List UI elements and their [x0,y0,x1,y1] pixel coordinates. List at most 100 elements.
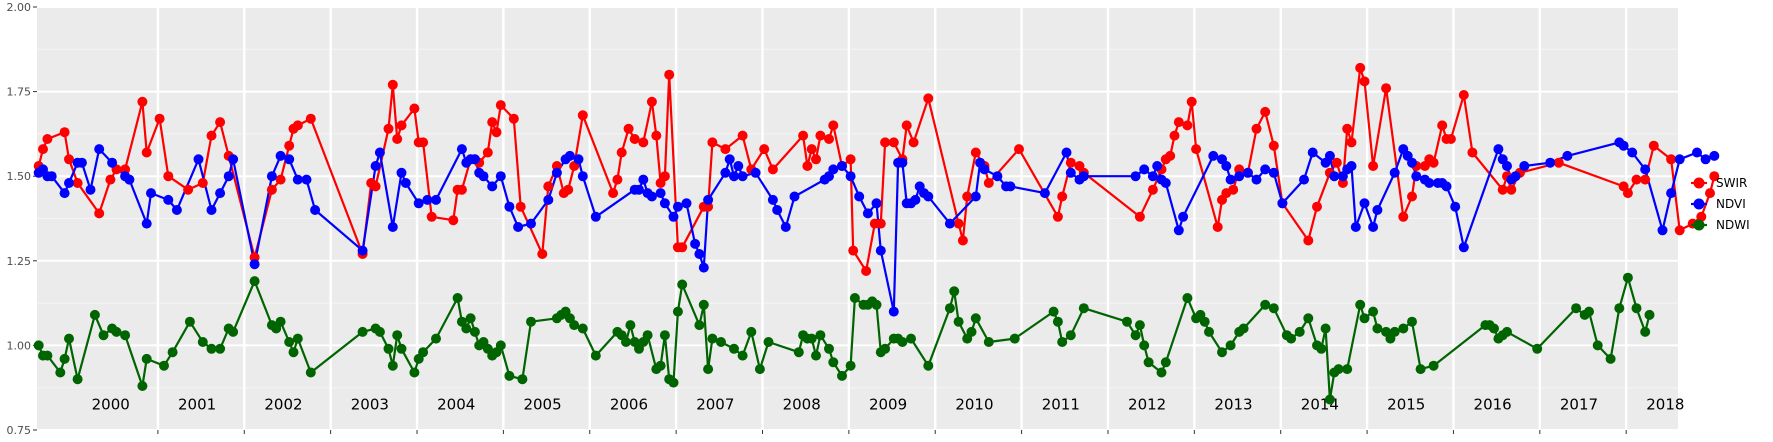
data-point-swir [105,174,116,185]
data-point-ndwi [1389,326,1400,337]
data-point-swir [543,181,554,192]
data-point-swir [651,130,662,141]
data-point-swir [197,178,208,188]
data-point-ndwi [729,343,739,354]
data-point-ndvi [1519,161,1530,171]
data-point-ndvi [301,174,312,185]
major-gridlines [37,6,1678,431]
data-point-swir [537,249,548,259]
data-point-ndwi [1065,330,1076,341]
data-point-ndvi [124,174,135,185]
data-point-swir [1052,211,1063,222]
data-point-ndwi [275,316,286,327]
data-point-ndvi [1268,167,1279,178]
data-point-ndvi [1324,150,1335,161]
data-point-ndwi [1631,303,1642,314]
data-point-ndwi [215,343,226,354]
data-point-ndwi [746,326,757,337]
year-label: 2004 [437,396,475,414]
data-point-swir [495,100,506,111]
data-point-ndwi [703,364,714,375]
data-point-swir [206,130,217,141]
data-point-ndwi [716,337,726,347]
data-point-ndwi [793,347,804,358]
data-point-ndwi [59,353,70,364]
year-label: 2012 [1128,396,1166,414]
data-point-ndvi [1152,161,1163,171]
data-point-ndwi [72,374,83,385]
data-point-ndwi [1592,340,1603,351]
data-point-ndwi [1342,364,1353,375]
data-point-ndvi [1260,164,1271,175]
data-point-ndwi [42,350,53,361]
data-point-swir [901,120,912,131]
data-point-swir [396,120,407,131]
data-point-ndwi [1286,333,1297,344]
data-point-swir [1182,120,1193,131]
data-point-swir [806,144,817,155]
data-point-swir [1057,191,1068,202]
data-point-swir [183,184,194,195]
data-point-ndwi [1614,303,1625,314]
data-point-ndwi [1182,293,1193,303]
data-point-ndvi [1424,178,1435,188]
data-point-ndvi [206,205,217,215]
data-point-ndvi [1039,188,1050,199]
data-point-swir [616,147,627,158]
year-label: 2006 [610,396,648,414]
data-point-swir [392,134,403,144]
data-point-ndwi [1078,303,1089,314]
data-point-swir [659,171,670,182]
data-point-ndvi [772,205,783,215]
data-point-swir [137,96,148,107]
data-point-swir [42,134,53,144]
data-point-ndwi [806,333,817,344]
data-point-ndvi [59,188,70,199]
data-point-ndwi [1571,303,1582,314]
data-point-swir [1705,188,1715,199]
data-point-swir [1014,144,1024,155]
data-point-ndvi [1407,157,1417,168]
data-point-ndvi [970,191,981,202]
data-point-swir [1428,157,1439,168]
data-point-ndwi [1355,299,1366,310]
data-point-ndvi [1147,171,1158,182]
data-point-ndwi [461,323,472,334]
data-point-ndvi [171,205,182,215]
data-point-ndwi [1057,337,1068,347]
data-point-ndvi [1372,205,1383,215]
data-point-ndwi [897,337,908,347]
y-tick-label: 2.00 [7,1,32,14]
data-point-ndvi [1346,161,1357,171]
data-point-ndvi [1502,161,1512,171]
data-point-ndvi [1562,150,1573,161]
y-tick-label: 1.00 [7,339,32,352]
data-point-ndwi [526,316,536,327]
data-point-ndwi [1122,316,1132,327]
data-point-swir [623,123,634,134]
data-point-ndwi [621,337,631,347]
data-point-swir [563,184,574,195]
data-point-ndwi [1428,360,1439,371]
data-point-swir [1458,90,1469,100]
data-point-ndwi [815,330,826,341]
data-point-swir [608,188,619,199]
data-point-ndvi [64,178,74,188]
data-point-ndwi [707,333,718,344]
data-point-swir [38,144,48,155]
data-point-ndvi [1139,164,1150,175]
data-point-ndvi [888,306,899,317]
data-point-ndwi [1130,330,1141,341]
data-point-swir [418,137,429,148]
data-point-ndvi [478,171,489,182]
data-point-ndvi [1411,171,1422,182]
data-point-swir [383,123,394,134]
data-point-ndvi [85,184,96,195]
data-point-swir [1398,211,1409,222]
data-point-swir [737,130,748,141]
data-point-ndvi [275,150,286,161]
data-point-ndvi [698,262,709,273]
data-point-ndwi [1644,309,1655,320]
data-point-ndvi [1350,222,1361,232]
data-point-swir [94,208,105,219]
